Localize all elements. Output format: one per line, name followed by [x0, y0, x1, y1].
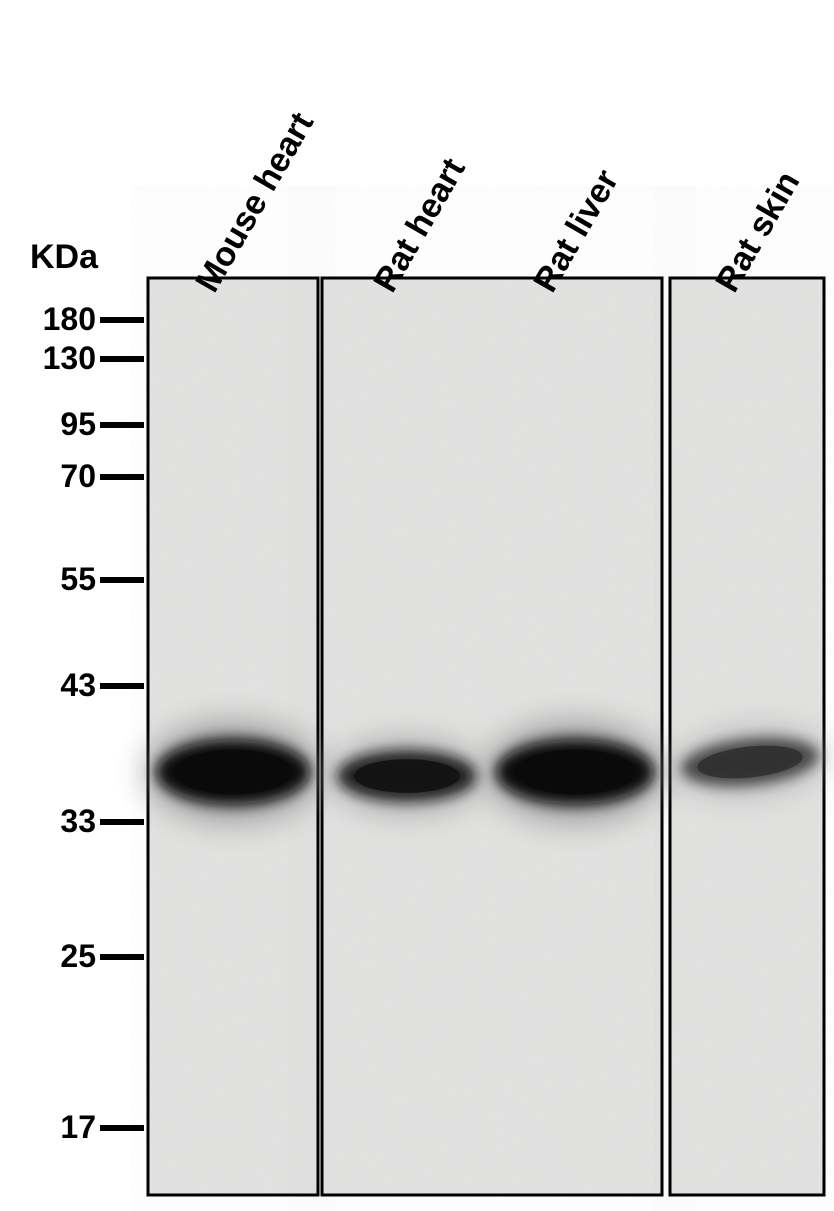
tick-mark-130 — [100, 356, 144, 362]
tick-mark-43 — [100, 683, 144, 689]
tick-mark-180 — [100, 317, 144, 323]
tick-mark-33 — [100, 819, 144, 825]
tick-label-95: 95 — [16, 406, 96, 443]
tick-label-70: 70 — [16, 458, 96, 495]
tick-mark-70 — [100, 474, 144, 480]
tick-label-33: 33 — [16, 803, 96, 840]
tick-label-17: 17 — [16, 1109, 96, 1146]
tick-label-180: 180 — [16, 301, 96, 338]
tick-mark-17 — [100, 1125, 144, 1131]
blot-svg — [0, 0, 834, 1211]
tick-mark-55 — [100, 577, 144, 583]
tick-label-55: 55 — [16, 561, 96, 598]
tick-label-130: 130 — [16, 340, 96, 377]
tick-label-43: 43 — [16, 667, 96, 704]
tick-mark-25 — [100, 954, 144, 960]
tick-mark-95 — [100, 422, 144, 428]
tick-label-25: 25 — [16, 938, 96, 975]
